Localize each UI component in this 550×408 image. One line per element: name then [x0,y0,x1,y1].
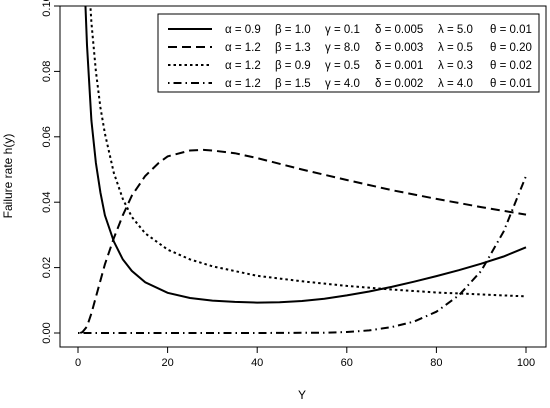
legend-delta-value: δ = 0.005 [375,24,423,36]
legend: α = 0.9 β = 1.0 γ = 0.1 δ = 0.005 λ = 5.0 θ =… [157,13,540,93]
series-line-3 [89,6,527,298]
legend-beta-value: β = 1.5 [275,78,311,90]
y-tick-label: 0.06 [41,126,53,147]
legend-alpha-value: α = 1.2 [225,78,261,90]
legend-alpha-value: α = 1.2 [225,42,261,54]
plot-area-frame [59,5,547,348]
legend-lambda-value: λ = 0.3 [438,60,473,72]
legend-delta-value: δ = 0.001 [375,60,423,72]
series-line-4 [78,175,527,334]
x-tick-label: 40 [251,357,263,369]
x-axis-title: Y [298,388,306,402]
series-line-2 [79,148,527,334]
legend-gamma-value: γ = 0.5 [325,60,360,72]
x-tick-label: 80 [430,357,442,369]
series-layer [78,6,527,334]
legend-lambda-value: λ = 0.5 [438,42,473,54]
x-tick-label: 20 [161,357,173,369]
legend-alpha-value: α = 0.9 [225,24,261,36]
legend-gamma-value: γ = 4.0 [325,78,360,90]
y-tick-label: 0.10 [41,0,53,17]
legend-beta-value: β = 1.0 [275,24,311,36]
x-tick-label: 60 [341,357,353,369]
y-axis: 0.00 0.02 0.04 0.06 0.08 0.10 [41,0,60,344]
series-line-1 [84,6,527,304]
y-tick-label: 0.08 [41,61,53,82]
y-tick-label: 0.00 [41,322,53,343]
legend-delta-value: δ = 0.002 [375,78,423,90]
legend-theta-value: θ = 0.01 [490,78,532,90]
y-tick-label: 0.02 [41,257,53,278]
x-axis: 0 20 40 60 80 100 [75,347,535,369]
legend-theta-value: θ = 0.02 [490,60,532,72]
legend-lambda-value: λ = 4.0 [438,78,473,90]
legend-frame [157,13,540,93]
x-tick-label: 0 [75,357,81,369]
y-tick-label: 0.04 [41,191,53,212]
legend-gamma-value: γ = 8.0 [325,42,360,54]
legend-theta-value: θ = 0.20 [490,42,532,54]
legend-beta-value: β = 0.9 [275,60,311,72]
legend-beta-value: β = 1.3 [275,42,311,54]
legend-alpha-value: α = 1.2 [225,60,261,72]
x-tick-label: 100 [517,357,535,369]
legend-gamma-value: γ = 0.1 [325,24,360,36]
legend-theta-value: θ = 0.01 [490,24,532,36]
y-axis-title: Failure rate h(y) [1,134,15,219]
legend-delta-value: δ = 0.003 [375,42,423,54]
legend-lambda-value: λ = 5.0 [438,24,473,36]
